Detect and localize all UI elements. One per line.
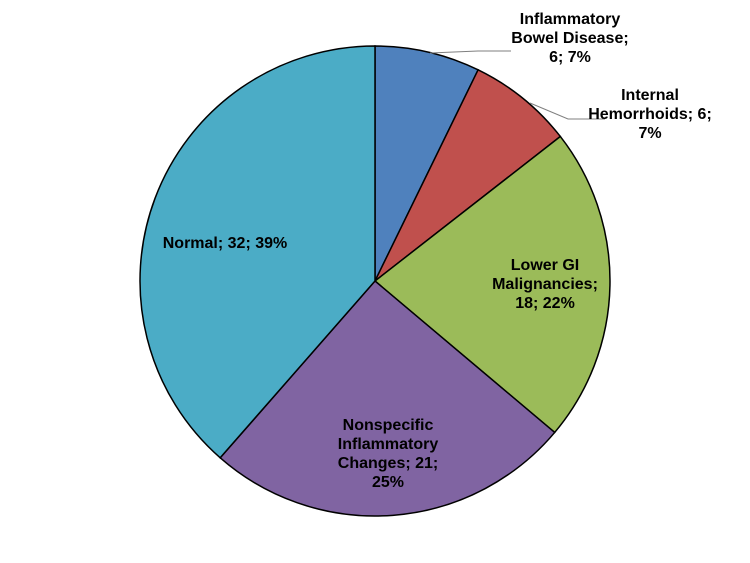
data-label-normal: Normal; 32; 39% (163, 235, 288, 252)
data-label-line: 18; 22% (515, 295, 575, 312)
pie-slice-lower-gi-malignancies (373, 135, 611, 434)
data-label-line: 25% (372, 474, 404, 491)
pie-slice-nonspecific-inflammatory-changes (219, 279, 556, 517)
data-label-line: Changes; 21; (338, 455, 438, 472)
data-labels: Inflammatory Bowel Disease; 6; 7% Internal H… (163, 11, 712, 491)
data-label-line: Internal (621, 87, 679, 104)
data-label-line: Nonspecific (343, 417, 434, 434)
data-label-inflammatory-bowel-disease: Inflammatory Bowel Disease; 6; 7% (511, 11, 628, 66)
data-label-line: Inflammatory (338, 436, 439, 453)
data-label-nonspecific-inflammatory-changes: Nonspecific Inflammatory Changes; 21; 25% (338, 417, 439, 491)
leader-line-1 (529, 102, 605, 120)
pie-slice-inflammatory-bowel-disease (374, 45, 480, 282)
pie-slice-normal (139, 45, 376, 459)
data-label-line: Lower GI (511, 257, 579, 274)
leader-lines (429, 50, 605, 120)
data-label-line: Bowel Disease; (511, 30, 628, 47)
data-label-line: Hemorrhoids; 6; (588, 106, 712, 123)
data-label-line: 7% (638, 125, 661, 142)
data-label-lower-gi-malignancies: Lower GI Malignancies; 18; 22% (492, 257, 598, 312)
data-label-internal-hemorrhoids: Internal Hemorrhoids; 6; 7% (588, 87, 712, 142)
leader-line-0 (429, 50, 511, 54)
data-label-line: Normal; 32; 39% (163, 235, 288, 252)
data-label-line: 6; 7% (549, 49, 591, 66)
data-label-line: Malignancies; (492, 276, 598, 293)
pie-slice-internal-hemorrhoids (374, 68, 562, 282)
pie-slices (139, 45, 611, 517)
data-label-line: Inflammatory (520, 11, 621, 28)
